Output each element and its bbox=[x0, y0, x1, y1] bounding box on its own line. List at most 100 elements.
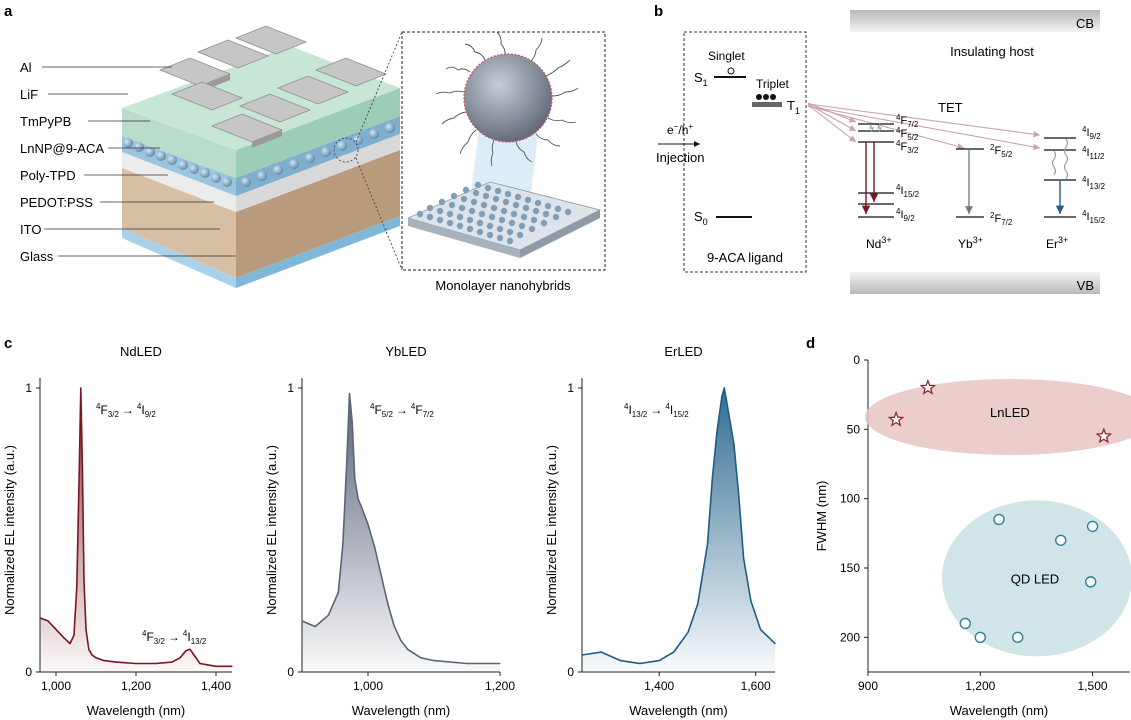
zoom-circle bbox=[333, 137, 359, 163]
group-region bbox=[941, 500, 1131, 657]
nd-energy-levels bbox=[858, 123, 894, 218]
data-point bbox=[362, 509, 364, 511]
x-tick-label: 1,400 bbox=[201, 679, 231, 693]
x-axis-label: Wavelength (nm) bbox=[629, 703, 728, 718]
data-point bbox=[673, 651, 675, 653]
injection-label: Injection bbox=[656, 150, 704, 165]
data-point bbox=[55, 628, 57, 631]
star-marker bbox=[887, 410, 905, 427]
panel-d-label: d bbox=[806, 335, 815, 352]
layer-labels: Al LiF TmPyPB LnNP@9-ACA Poly-TPD PEDOT:… bbox=[20, 60, 236, 264]
y-tick-label: 1 bbox=[287, 381, 294, 395]
group-region bbox=[864, 379, 1131, 455]
data-point bbox=[733, 444, 735, 446]
data-point bbox=[103, 660, 105, 662]
nanoparticle-sphere bbox=[463, 53, 553, 143]
y-tick-label: 0 bbox=[567, 665, 574, 679]
data-point bbox=[407, 648, 409, 650]
data-point bbox=[47, 620, 49, 622]
y-axis-label: Normalized EL intensity (a.u.) bbox=[544, 445, 559, 615]
data-point bbox=[69, 643, 71, 645]
data-point bbox=[95, 657, 97, 659]
t1-level bbox=[752, 102, 782, 107]
data-point bbox=[301, 620, 303, 622]
data-point bbox=[723, 387, 725, 389]
data-point bbox=[189, 648, 191, 650]
monolayer-inset bbox=[401, 31, 606, 271]
star-marker bbox=[1095, 427, 1113, 444]
star-marker bbox=[919, 378, 937, 395]
ligand-label: 9-ACA ligand bbox=[707, 250, 783, 265]
x-tick-label: 1,200 bbox=[485, 679, 515, 693]
chart-1: 1,000 1,200 1,400 0 1 Wavelength (nm) Normaliz… bbox=[2, 344, 233, 718]
data-point bbox=[759, 628, 762, 631]
data-point bbox=[199, 662, 201, 665]
x-tick-label: 1,000 bbox=[353, 679, 383, 693]
data-point bbox=[711, 478, 713, 480]
data-point bbox=[743, 557, 745, 560]
chart-2: 1,000 1,200 0 1 Wavelength (nm) Normalized EL… bbox=[264, 344, 515, 718]
data-point bbox=[581, 654, 583, 656]
data-point bbox=[73, 634, 75, 636]
data-point bbox=[687, 631, 689, 633]
data-point bbox=[171, 661, 173, 663]
data-point bbox=[420, 657, 422, 659]
chart-4: 900 1,200 1,500 0 50 100 150 200 Wavelength (nm)… bbox=[814, 353, 1131, 718]
svg-text:2F5/2: 2F5/2 bbox=[990, 143, 1013, 159]
group-label: LnLED bbox=[990, 405, 1030, 420]
data-point bbox=[387, 603, 389, 605]
y-tick-label: 50 bbox=[847, 422, 861, 436]
vb-label: VB bbox=[1077, 278, 1094, 293]
svg-text:4F5/2: 4F5/2 bbox=[896, 126, 919, 142]
ligand-box bbox=[683, 31, 807, 273]
x-tick-label: 1,600 bbox=[741, 679, 771, 693]
data-point bbox=[85, 628, 87, 631]
y-tick-label: 200 bbox=[840, 630, 860, 644]
layer-label-tmpypb: TmPyPB bbox=[20, 114, 71, 129]
data-point bbox=[697, 603, 699, 605]
yb-ion-label: Yb3+ bbox=[958, 235, 983, 251]
y-tick-label: 0 bbox=[853, 353, 860, 367]
y-tick-label: 0 bbox=[25, 665, 32, 679]
svg-text:S0: S0 bbox=[694, 209, 708, 227]
data-point bbox=[81, 466, 83, 469]
x-axis-label: Wavelength (nm) bbox=[87, 703, 186, 718]
conduction-band bbox=[850, 10, 1100, 32]
svg-text:4F3/2: 4F3/2 bbox=[896, 139, 919, 155]
svg-text:4I9/2: 4I9/2 bbox=[896, 207, 915, 223]
panel-b: b CB Insulating host VB Singlet S1 Tripl… bbox=[654, 3, 1106, 294]
data-point bbox=[466, 662, 468, 665]
data-point bbox=[750, 600, 752, 602]
svg-text:4I15/2: 4I15/2 bbox=[1082, 209, 1106, 225]
ligand-chains bbox=[435, 31, 579, 167]
data-point bbox=[351, 421, 353, 423]
circle-marker bbox=[1012, 631, 1024, 644]
spectrum-fill bbox=[40, 388, 232, 672]
x-tick-label: 1,200 bbox=[965, 679, 995, 693]
circle-marker bbox=[1084, 576, 1097, 588]
transition-annotation: 4I13/2 → 4I15/2 bbox=[624, 402, 689, 419]
bead-array bbox=[416, 181, 572, 245]
layer-label-pedot: PEDOT:PSS bbox=[20, 195, 93, 210]
y-tick-label: 100 bbox=[840, 492, 860, 506]
spectrum-line bbox=[39, 387, 232, 668]
data-point bbox=[63, 637, 65, 639]
triplet-label: Triplet bbox=[756, 77, 790, 91]
data-point bbox=[115, 661, 117, 663]
svg-text:S1: S1 bbox=[694, 70, 708, 88]
layer-label-lif: LiF bbox=[20, 87, 38, 102]
data-point bbox=[354, 478, 356, 480]
data-point bbox=[721, 395, 723, 398]
chart-title: NdLED bbox=[120, 344, 162, 359]
svg-text:4I11/2: 4I11/2 bbox=[1082, 145, 1105, 161]
x-tick-label: 1,200 bbox=[121, 679, 151, 693]
circle-marker bbox=[1086, 520, 1099, 533]
group-label: QD LED bbox=[1011, 571, 1059, 586]
panel-b-label: b bbox=[654, 3, 663, 20]
spectrum-fill bbox=[302, 393, 500, 672]
spectrum-line bbox=[581, 387, 776, 665]
layer-label-ito: ITO bbox=[20, 222, 41, 237]
data-point bbox=[774, 643, 776, 645]
y-axis-label: Normalized EL intensity (a.u.) bbox=[264, 445, 279, 615]
cb-label: CB bbox=[1076, 16, 1094, 31]
